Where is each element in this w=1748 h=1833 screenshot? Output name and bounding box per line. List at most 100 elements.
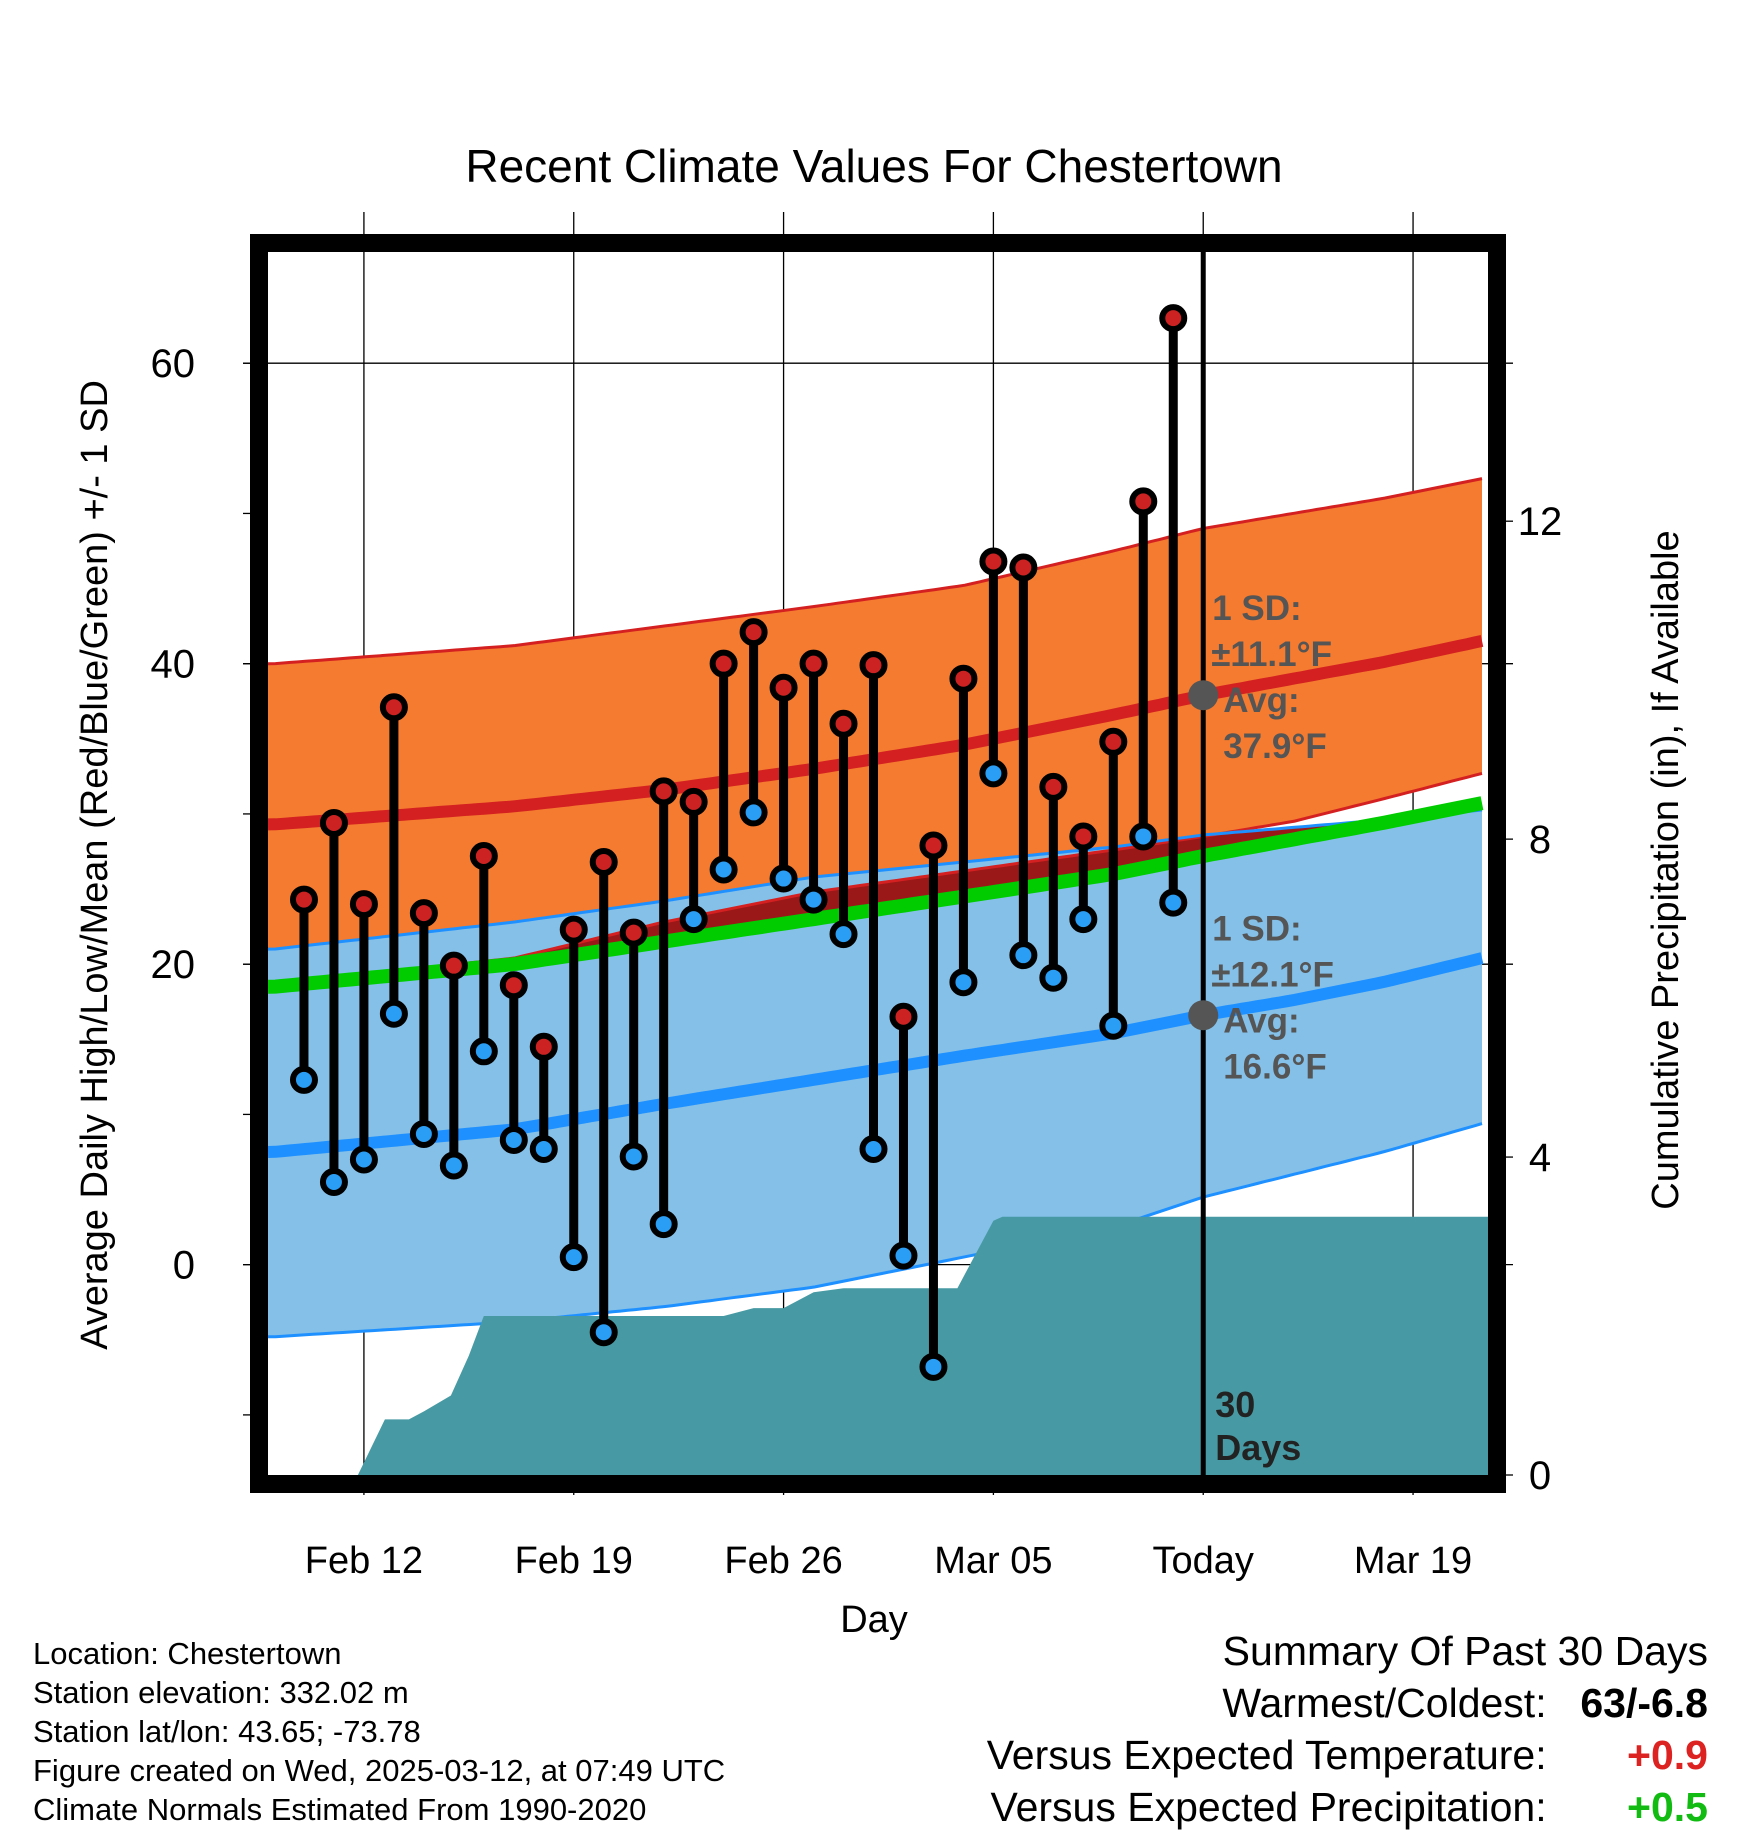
high-point bbox=[1099, 727, 1128, 756]
high-point bbox=[889, 1002, 918, 1031]
warm-cold-value: 63/-6.8 bbox=[1580, 1680, 1708, 1726]
low-point bbox=[739, 798, 768, 827]
low-point bbox=[529, 1134, 558, 1163]
station-info: Location: Chestertown Station elevation:… bbox=[33, 1634, 725, 1829]
precip-area bbox=[268, 1216, 1488, 1475]
x-tick-label: Mar 05 bbox=[934, 1540, 1052, 1582]
annotations: 1 SD: ±11.1°F Avg: 37.9°F 1 SD: ±12.1°F Avg: 16… bbox=[1188, 589, 1334, 1086]
high-point bbox=[739, 618, 768, 647]
y2-tick-label: 12 bbox=[1518, 500, 1563, 544]
low-point bbox=[769, 864, 798, 893]
y-tick-label: 0 bbox=[173, 1244, 195, 1288]
high-point bbox=[919, 831, 948, 860]
chart-title: Recent Climate Values For Chestertown bbox=[465, 140, 1282, 192]
today-days-number: 30 bbox=[1215, 1384, 1255, 1425]
plot-area bbox=[268, 304, 1488, 1475]
low-point bbox=[649, 1210, 678, 1239]
low-point bbox=[619, 1142, 648, 1171]
summary-precip: Versus Expected Precipitation: +0.5 bbox=[987, 1781, 1709, 1833]
high-point bbox=[619, 918, 648, 947]
summary-temp: Versus Expected Temperature: +0.9 bbox=[987, 1729, 1708, 1781]
high-point bbox=[949, 664, 978, 693]
temp-label: Versus Expected Temperature: bbox=[986, 1732, 1547, 1778]
high-annot-line: ±11.1°F bbox=[1211, 635, 1332, 674]
y2-axis-label: Cumulative Precipitation (in), If Availa… bbox=[1645, 530, 1687, 1209]
today-days-label: Days bbox=[1215, 1427, 1301, 1468]
low-avg-dot bbox=[1188, 1000, 1219, 1031]
high-point bbox=[469, 841, 498, 870]
low-point bbox=[979, 759, 1008, 788]
low-point bbox=[289, 1065, 318, 1094]
low-point bbox=[859, 1134, 888, 1163]
high-plus-sd-line bbox=[268, 477, 1483, 666]
high-point bbox=[589, 848, 618, 877]
high-point bbox=[409, 899, 438, 928]
high-point bbox=[1159, 304, 1188, 333]
x-tick-label: Feb 12 bbox=[305, 1540, 423, 1582]
high-point bbox=[529, 1032, 558, 1061]
low-point bbox=[1159, 888, 1188, 917]
high-avg-dot bbox=[1188, 680, 1219, 711]
low-point bbox=[379, 999, 408, 1028]
x-axis: Feb 12 Feb 19 Feb 26 Mar 05 Today Mar 19 bbox=[305, 1540, 1472, 1582]
high-point bbox=[559, 915, 588, 944]
low-point bbox=[829, 920, 858, 949]
high-point bbox=[649, 777, 678, 806]
low-point bbox=[799, 885, 828, 914]
low-point bbox=[1009, 941, 1038, 970]
summary-panel: Summary Of Past 30 Days Warmest/Coldest:… bbox=[987, 1625, 1708, 1833]
high-point bbox=[859, 651, 888, 680]
high-point bbox=[1009, 553, 1038, 582]
x-tick-label: Today bbox=[1153, 1540, 1254, 1582]
daily-bars bbox=[289, 304, 1188, 1381]
low-annot-line: 16.6°F bbox=[1223, 1047, 1327, 1086]
temp-value: +0.9 bbox=[1627, 1732, 1708, 1778]
low-point bbox=[1099, 1011, 1128, 1040]
low-point bbox=[919, 1352, 948, 1381]
summary-heading: Summary Of Past 30 Days bbox=[1222, 1628, 1708, 1674]
low-point bbox=[439, 1151, 468, 1180]
summary-warm-cold: Warmest/Coldest: 63/-6.8 bbox=[987, 1677, 1708, 1729]
high-point bbox=[679, 787, 708, 816]
high-point bbox=[439, 951, 468, 980]
warm-cold-label: Warmest/Coldest: bbox=[1222, 1680, 1547, 1726]
low-annot-line: Avg: bbox=[1223, 1001, 1299, 1040]
high-point bbox=[829, 709, 858, 738]
x-tick-label: Feb 26 bbox=[724, 1540, 842, 1582]
x-tick-label: Mar 19 bbox=[1354, 1540, 1472, 1582]
y2-tick-label: 0 bbox=[1529, 1454, 1551, 1498]
high-point bbox=[709, 649, 738, 678]
low-point bbox=[319, 1168, 348, 1197]
precip-value: +0.5 bbox=[1627, 1784, 1708, 1830]
y-tick-label: 40 bbox=[151, 643, 196, 687]
high-point bbox=[799, 649, 828, 678]
y2-tick-label: 8 bbox=[1529, 818, 1551, 862]
low-annot-line: 1 SD: bbox=[1212, 909, 1301, 948]
y-tick-label: 60 bbox=[151, 342, 196, 386]
high-point bbox=[1069, 822, 1098, 851]
low-point bbox=[409, 1119, 438, 1148]
y2-tick-label: 4 bbox=[1529, 1136, 1551, 1180]
precip-label: Versus Expected Precipitation: bbox=[990, 1784, 1547, 1830]
elevation-text: Station elevation: 332.02 m bbox=[33, 1675, 409, 1710]
high-point bbox=[1129, 487, 1158, 516]
high-point bbox=[979, 547, 1008, 576]
low-point bbox=[1069, 905, 1098, 934]
low-point bbox=[469, 1037, 498, 1066]
high-point bbox=[379, 693, 408, 722]
plot-frame bbox=[250, 234, 1506, 1493]
y-axis-right: 0 4 8 12 bbox=[1497, 500, 1562, 1498]
low-point bbox=[949, 968, 978, 997]
low-point bbox=[1129, 822, 1158, 851]
low-point bbox=[589, 1318, 618, 1347]
normals-text: Climate Normals Estimated From 1990-2020 bbox=[33, 1792, 647, 1827]
low-point bbox=[709, 855, 738, 884]
high-annot-line: 1 SD: bbox=[1212, 589, 1301, 628]
high-point bbox=[769, 673, 798, 702]
y-axis-label: Average Daily High/Low/Mean (Red/Blue/Gr… bbox=[74, 380, 116, 1350]
high-point bbox=[319, 808, 348, 837]
x-axis-label: Day bbox=[840, 1599, 908, 1641]
high-annot-line: Avg: bbox=[1223, 681, 1299, 720]
